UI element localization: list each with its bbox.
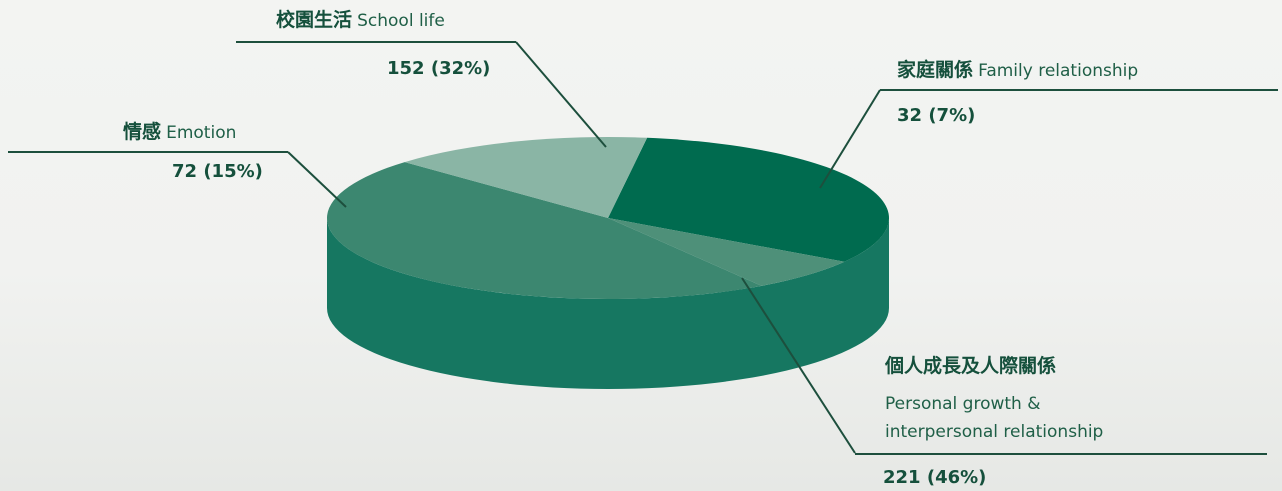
value-emotion: 72 (15%) — [172, 161, 263, 182]
label-family-en: Family relationship — [978, 61, 1139, 81]
label-family: 家庭關係 Family relationship — [897, 61, 1138, 80]
label-personal-en-2: interpersonal relationship — [885, 422, 1104, 442]
pie-slice-1 — [608, 218, 845, 286]
leader-line-family — [880, 89, 1278, 91]
leader-diagonal-3 — [741, 277, 856, 454]
value-family: 32 (7%) — [897, 105, 976, 126]
value-school-life: 152 (32%) — [387, 58, 491, 79]
label-school-life-en: School life — [357, 11, 445, 31]
label-personal-zh: 個人成長及人際關係 — [885, 355, 1057, 377]
label-family-zh: 家庭關係 — [897, 59, 974, 81]
leader-line-emotion — [8, 151, 288, 153]
pie-side-wall — [327, 218, 889, 389]
label-emotion-en: Emotion — [166, 123, 237, 143]
leader-diagonal-0 — [515, 41, 607, 148]
leader-diagonal-2 — [287, 151, 347, 208]
leader-line-personal — [855, 453, 1267, 455]
pie-slice-2 — [326, 162, 762, 300]
leader-diagonal-1 — [819, 89, 881, 189]
label-school-life-zh: 校園生活 — [276, 9, 353, 31]
label-personal-en-1: Personal growth & — [885, 394, 1041, 414]
leader-line-school — [236, 41, 516, 43]
label-school-life: 校園生活 School life — [276, 11, 445, 30]
label-emotion-zh: 情感 — [123, 121, 162, 143]
pie-slice-0 — [608, 137, 890, 262]
value-personal: 221 (46%) — [883, 467, 987, 488]
pie-slice-3 — [404, 137, 648, 218]
label-emotion: 情感 Emotion — [123, 123, 236, 142]
